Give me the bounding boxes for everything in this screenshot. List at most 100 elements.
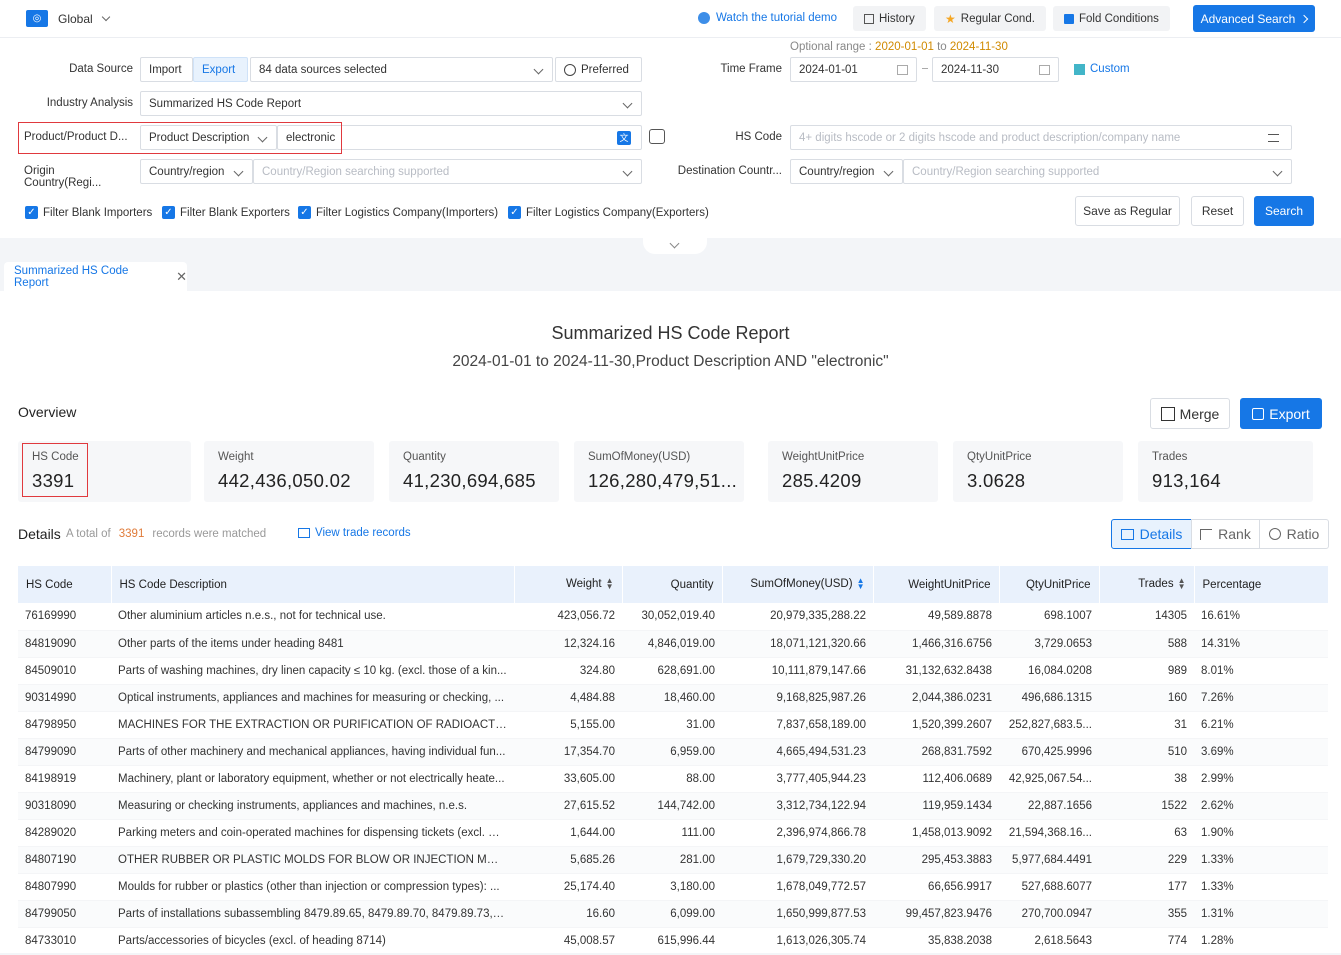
stat-card-weight-unit-price: WeightUnitPrice 285.4209 bbox=[768, 441, 938, 502]
cell-hs-code: 90314990 bbox=[18, 684, 111, 712]
table-row[interactable]: 84733010 Parts/accessories of bicycles (e… bbox=[18, 927, 1328, 955]
cell-sum-of-money: 1,678,049,772.57 bbox=[722, 873, 873, 901]
table-row[interactable]: 76169990 Other aluminium articles n.e.s.,… bbox=[18, 603, 1328, 631]
cell-weight: 16.60 bbox=[514, 900, 622, 928]
table-row[interactable]: 84807190 OTHER RUBBER OR PLASTIC MOLDS FO… bbox=[18, 846, 1328, 874]
preferred-button[interactable]: Preferred bbox=[555, 57, 642, 82]
view-trade-records-link[interactable]: View trade records bbox=[298, 527, 411, 539]
cell-description: Other parts of the items under heading 8… bbox=[111, 630, 514, 658]
table-row[interactable]: 84799050 Parts of installations subassemb… bbox=[18, 900, 1328, 928]
translate-icon[interactable]: 文 bbox=[617, 131, 631, 145]
origin-type-select[interactable]: Country/region bbox=[140, 159, 253, 184]
records-icon bbox=[298, 528, 310, 538]
collapse-panel-toggle[interactable] bbox=[643, 238, 707, 254]
export-button[interactable]: Export bbox=[1240, 398, 1322, 429]
details-table: HS Code HS Code Description Weight ▲ ▼ Qua… bbox=[18, 566, 1329, 955]
table-row[interactable]: 84289020 Parking meters and coin-operated… bbox=[18, 819, 1328, 847]
tutorial-link[interactable]: Watch the tutorial demo bbox=[698, 12, 837, 24]
cell-weight: 45,008.57 bbox=[514, 927, 622, 955]
calendar-icon bbox=[1039, 65, 1050, 75]
table-row[interactable]: 84807990 Moulds for rubber or plastics (o… bbox=[18, 873, 1328, 901]
table-row[interactable]: 84819090 Other parts of the items under h… bbox=[18, 630, 1328, 658]
advanced-search-button[interactable]: Advanced Search bbox=[1193, 5, 1315, 32]
col-trades[interactable]: Trades ▲ ▼ bbox=[1099, 566, 1195, 603]
filter-blank-exporters-checkbox[interactable]: ✓ Filter Blank Exporters bbox=[162, 206, 290, 219]
cell-description: Parking meters and coin-operated machine… bbox=[111, 819, 514, 847]
view-ratio-toggle[interactable]: Ratio bbox=[1259, 519, 1329, 549]
product-description-input[interactable]: electronic 文 bbox=[277, 125, 642, 150]
export-toggle[interactable]: Export bbox=[193, 57, 248, 82]
cell-sum-of-money: 18,071,121,320.66 bbox=[722, 630, 873, 658]
date-from-input[interactable]: 2024-01-01 bbox=[790, 57, 917, 82]
hs-code-label: HS Code bbox=[735, 131, 782, 143]
cell-description: MACHINES FOR THE EXTRACTION OR PURIFICAT… bbox=[111, 711, 514, 739]
view-rank-toggle[interactable]: Rank bbox=[1191, 519, 1260, 549]
cell-sum-of-money: 4,665,494,531.23 bbox=[722, 738, 873, 766]
col-hs-description: HS Code Description bbox=[111, 566, 515, 603]
view-trade-label: View trade records bbox=[315, 527, 411, 539]
stat-value: 41,230,694,685 bbox=[403, 470, 536, 491]
cell-qty-unit-price: 16,084.0208 bbox=[999, 657, 1099, 685]
col-hs-code: HS Code bbox=[18, 566, 112, 603]
origin-type-value: Country/region bbox=[149, 165, 225, 178]
cell-quantity: 615,996.44 bbox=[622, 927, 722, 955]
destination-country-select[interactable]: Country/Region searching supported bbox=[903, 159, 1292, 184]
date-separator bbox=[922, 68, 928, 69]
cell-percentage: 2.99% bbox=[1194, 765, 1328, 793]
cell-hs-code: 84819090 bbox=[18, 630, 111, 658]
merge-button[interactable]: Merge bbox=[1150, 398, 1230, 429]
filter-blank-importers-checkbox[interactable]: ✓ Filter Blank Importers bbox=[25, 206, 152, 219]
fold-conditions-button[interactable]: Fold Conditions bbox=[1053, 6, 1170, 31]
table-row[interactable]: 84198919 Machinery, plant or laboratory e… bbox=[18, 765, 1328, 793]
product-type-select[interactable]: Product Description bbox=[140, 125, 277, 150]
regular-cond-button[interactable]: ★ Regular Cond. bbox=[934, 6, 1046, 31]
cell-weight-unit-price: 295,453.3883 bbox=[873, 846, 999, 874]
hs-code-input[interactable]: 4+ digits hscode or 2 digits hscode and … bbox=[790, 125, 1292, 150]
save-as-regular-button[interactable]: Save as Regular bbox=[1075, 196, 1180, 226]
scope-selector[interactable]: ◎ Global bbox=[26, 10, 110, 27]
origin-country-select[interactable]: Country/Region searching supported bbox=[253, 159, 642, 184]
cell-trades: 31 bbox=[1099, 711, 1194, 739]
col-weight[interactable]: Weight ▲ ▼ bbox=[514, 566, 623, 603]
search-panel: Optional range : 2020-01-01 to 2024-11-3… bbox=[0, 38, 1341, 238]
list-icon[interactable] bbox=[1268, 134, 1279, 142]
date-to-input[interactable]: 2024-11-30 bbox=[932, 57, 1059, 82]
custom-range-button[interactable]: Custom bbox=[1074, 63, 1130, 75]
ai-assist-icon[interactable] bbox=[649, 129, 665, 144]
stat-value: 913,164 bbox=[1152, 470, 1221, 491]
table-icon bbox=[1120, 528, 1134, 540]
export-icon bbox=[1252, 407, 1265, 420]
cell-trades: 774 bbox=[1099, 927, 1194, 955]
cell-weight: 12,324.16 bbox=[514, 630, 622, 658]
destination-type-select[interactable]: Country/region bbox=[790, 159, 903, 184]
report-area: Summarized HS Code Report 2024-01-01 to … bbox=[0, 291, 1341, 955]
cell-percentage: 8.01% bbox=[1194, 657, 1328, 685]
data-source-select[interactable]: 84 data sources selected bbox=[250, 57, 553, 82]
industry-analysis-select[interactable]: Summarized HS Code Report bbox=[140, 91, 642, 116]
filter-logistics-importers-checkbox[interactable]: ✓ Filter Logistics Company(Importers) bbox=[298, 206, 498, 219]
col-sum-of-money[interactable]: SumOfMoney(USD) ▲ ▼ bbox=[722, 566, 874, 603]
history-button[interactable]: History bbox=[853, 6, 926, 31]
cell-weight: 423,056.72 bbox=[514, 603, 622, 631]
table-row[interactable]: 90314990 Optical instruments, appliances … bbox=[18, 684, 1328, 712]
tab-summarized-hs-code-report[interactable]: Summarized HS Code Report ✕ bbox=[4, 262, 187, 291]
cell-weight-unit-price: 35,838.2038 bbox=[873, 927, 999, 955]
close-icon[interactable]: ✕ bbox=[176, 268, 187, 284]
header-label: QtyUnitPrice bbox=[1025, 578, 1091, 591]
import-toggle[interactable]: Import bbox=[140, 57, 193, 82]
table-row[interactable]: 84799090 Parts of other machinery and mec… bbox=[18, 738, 1328, 766]
stat-title: Weight bbox=[218, 451, 254, 463]
chevron-down-icon bbox=[101, 12, 110, 22]
table-row[interactable]: 84509010 Parts of washing machines, dry l… bbox=[18, 657, 1328, 685]
table-row[interactable]: 84798950 MACHINES FOR THE EXTRACTION OR P… bbox=[18, 711, 1328, 739]
stat-title: WeightUnitPrice bbox=[782, 451, 865, 463]
cell-qty-unit-price: 5,977,684.4491 bbox=[999, 846, 1099, 874]
view-details-toggle[interactable]: Details bbox=[1111, 519, 1192, 549]
table-row[interactable]: 90318090 Measuring or checking instrument… bbox=[18, 792, 1328, 820]
cell-hs-code: 84509010 bbox=[18, 657, 111, 685]
reset-button[interactable]: Reset bbox=[1191, 196, 1244, 226]
filter-logistics-exporters-checkbox[interactable]: ✓ Filter Logistics Company(Exporters) bbox=[508, 206, 709, 219]
cell-hs-code: 84799090 bbox=[18, 738, 111, 766]
tutorial-label: Watch the tutorial demo bbox=[716, 12, 838, 24]
search-button[interactable]: Search bbox=[1254, 196, 1314, 226]
